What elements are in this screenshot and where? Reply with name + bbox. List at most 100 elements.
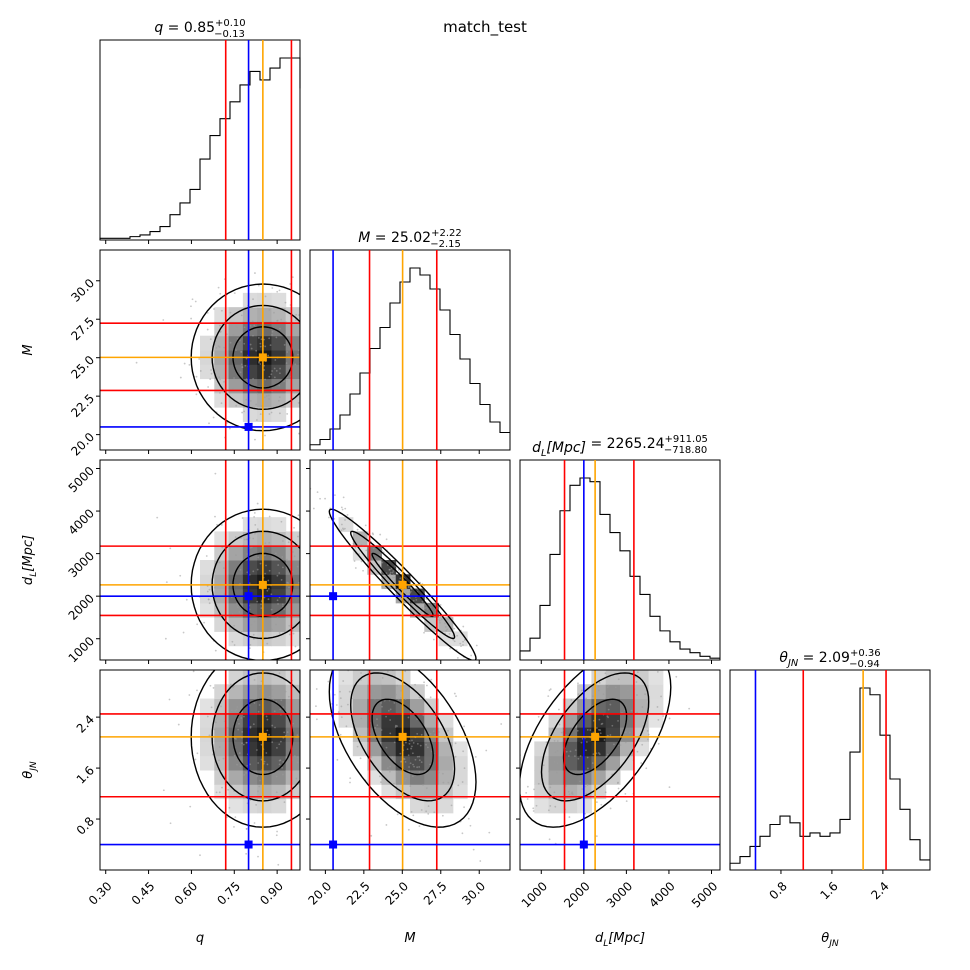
sample-point (391, 571, 394, 574)
density-cell (367, 770, 382, 785)
density-cell (257, 741, 272, 757)
sample-point (470, 654, 473, 657)
sample-point (420, 761, 423, 764)
sample-point (196, 752, 199, 755)
density-cell (620, 712, 635, 728)
sample-point (603, 739, 606, 741)
sample-point (249, 691, 252, 694)
sample-point (340, 705, 343, 708)
sample-point (450, 804, 453, 807)
sample-point (606, 686, 609, 688)
sample-point (214, 515, 216, 518)
sample-point (423, 631, 425, 634)
sample-point (352, 542, 355, 545)
sample-point (418, 766, 421, 768)
sample-point (365, 310, 367, 312)
sample-point (376, 559, 378, 562)
sample-point (255, 419, 258, 421)
sample-point (635, 681, 638, 683)
sample-point (342, 680, 345, 682)
sample-point (243, 326, 246, 329)
panel-frame (519, 669, 721, 871)
sample-point (254, 523, 257, 526)
histogram-thetaJN (729, 687, 930, 870)
sample-point (284, 301, 287, 304)
sample-point (298, 581, 300, 584)
x-tick-label-thetaJN: 0.8 (766, 879, 789, 902)
density-cell (257, 670, 272, 685)
sample-point (549, 783, 552, 786)
sample-point (239, 371, 242, 374)
panel-title-M: M = 25.02+2.22 −2.15 (358, 228, 461, 250)
density-cell (242, 407, 258, 422)
sample-point (437, 771, 440, 774)
sample-point (306, 418, 308, 420)
sample-point (281, 556, 284, 558)
sample-point (410, 810, 413, 813)
density-cell (605, 727, 621, 742)
sample-point (628, 731, 631, 734)
density-cell (562, 712, 578, 728)
sample-point (253, 822, 256, 824)
sample-point (243, 538, 246, 541)
y-tick-label-M: 20.0 (68, 430, 97, 459)
sample-point (236, 706, 239, 708)
sample-point (433, 733, 436, 736)
sample-point (414, 683, 416, 686)
sample-point (209, 684, 212, 687)
sample-point (283, 801, 286, 804)
sample-point (315, 534, 317, 536)
sample-point (274, 359, 277, 361)
density-cell (200, 712, 215, 728)
density-cell (620, 670, 635, 685)
sample-point (259, 363, 262, 365)
sample-point (411, 775, 414, 778)
density-cell (605, 770, 621, 785)
sample-point (453, 627, 456, 630)
sample-point (264, 378, 267, 381)
sample-point (233, 292, 236, 294)
diag-panel-M: M = 25.02+2.22 −2.15 (309, 228, 511, 451)
density-cell (271, 292, 287, 308)
sample-point (393, 576, 396, 579)
sample-point (318, 594, 320, 596)
density-cell (648, 712, 664, 728)
sample-point (259, 342, 262, 345)
sample-point (266, 718, 269, 721)
sample-point (239, 568, 242, 571)
x-tick-label-M: 22.5 (344, 879, 373, 908)
density-cell (200, 602, 215, 618)
sample-point (301, 553, 303, 555)
sample-point (246, 764, 249, 767)
sample-point (608, 655, 610, 657)
sample-point (430, 678, 433, 681)
sample-point (461, 781, 464, 783)
sample-point (407, 828, 410, 831)
sample-point (407, 588, 410, 591)
density-cell (242, 545, 258, 561)
density-cell (271, 517, 287, 532)
scatter-points (310, 594, 510, 870)
sample-point (257, 710, 260, 713)
sample-point (306, 488, 308, 490)
density-cell (648, 670, 664, 685)
sample-point (389, 765, 391, 768)
sample-point (196, 623, 199, 626)
sample-point (614, 686, 617, 689)
sample-point (537, 782, 540, 785)
sample-point (327, 373, 329, 375)
sample-point (271, 628, 273, 631)
sample-point (548, 770, 551, 773)
y-tick-label-dL: 2000 (66, 591, 97, 622)
sample-point (381, 549, 383, 552)
sample-point (420, 611, 423, 613)
sample-point (426, 608, 429, 610)
sample-point (452, 638, 455, 641)
sample-point (267, 354, 270, 357)
sample-point (394, 693, 397, 696)
contour-level-1 (371, 552, 434, 618)
sample-point (256, 600, 259, 603)
sample-point (364, 524, 367, 527)
sample-point (580, 660, 582, 662)
sample-point (560, 731, 563, 734)
